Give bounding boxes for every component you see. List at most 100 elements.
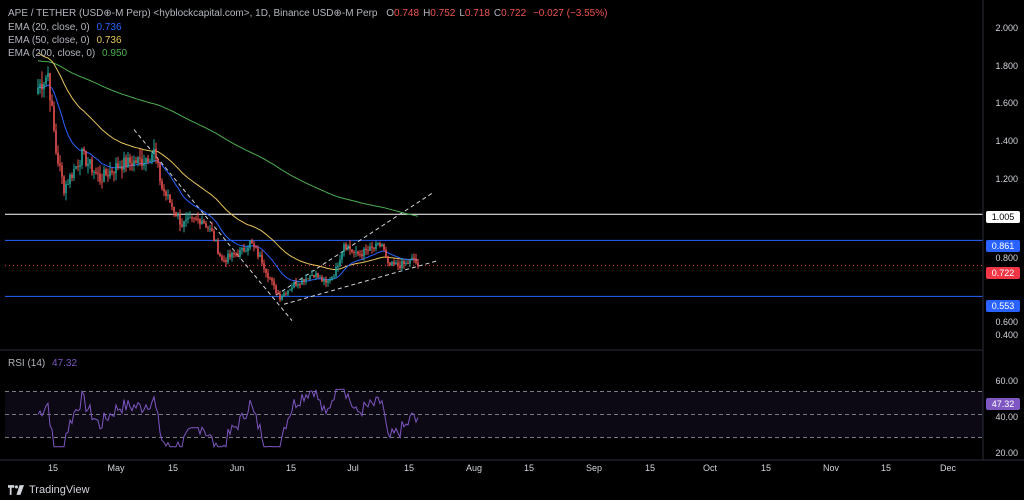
candle-up	[369, 242, 371, 252]
candle-body	[141, 158, 143, 166]
candle-up	[87, 156, 89, 174]
rsi-band	[5, 391, 983, 438]
candle-body	[355, 251, 357, 253]
candle-body	[397, 262, 399, 266]
candle-body	[323, 279, 325, 282]
candle-down	[195, 215, 197, 222]
candle-down	[203, 218, 205, 225]
candle-body	[351, 249, 353, 252]
candle-body	[267, 272, 269, 278]
candle-body	[95, 171, 97, 173]
candle-up	[411, 254, 413, 261]
candle-body	[271, 278, 273, 282]
candle-up	[103, 165, 105, 183]
candle-up	[315, 270, 317, 280]
candle-down	[95, 167, 97, 175]
candle-body	[291, 287, 293, 290]
candle-body	[293, 282, 295, 288]
candle-body	[339, 259, 341, 267]
candle-up	[123, 151, 125, 173]
candle-up	[249, 240, 251, 251]
candle-up	[331, 276, 333, 281]
tradingview-brand[interactable]: TradingView	[8, 484, 90, 496]
candle-up	[189, 210, 191, 219]
candle-up	[185, 212, 187, 227]
candle-up	[335, 262, 337, 279]
time-tick: Sep	[585, 463, 603, 473]
candle-down	[199, 218, 201, 230]
candle-down	[105, 167, 107, 177]
candle-down	[129, 153, 131, 171]
candle-body	[185, 219, 187, 221]
candle-down	[219, 252, 221, 257]
ohlc-key: C	[493, 8, 502, 19]
candle-up	[45, 75, 47, 87]
candle-body	[167, 194, 169, 196]
candle-up	[133, 155, 135, 172]
candle-body	[269, 277, 271, 279]
candle-body	[377, 243, 379, 245]
candle-down	[373, 247, 375, 252]
candle-up	[67, 179, 69, 185]
candle-down	[303, 278, 305, 286]
candle-up	[167, 189, 169, 200]
time-tick: 15	[760, 463, 772, 473]
candle-down	[53, 101, 55, 133]
candle-body	[151, 154, 153, 162]
level-tag-0861: 0.861	[986, 240, 1020, 252]
ema50-legend: EMA (50, close, 0) 0.736	[8, 35, 122, 46]
candle-body	[401, 260, 403, 269]
candle-up	[319, 274, 321, 279]
candle-body	[255, 247, 257, 249]
ema20-value: 0.736	[96, 22, 122, 33]
candle-up	[377, 242, 379, 246]
candle-down	[97, 167, 99, 182]
candle-down	[253, 240, 255, 252]
candle-down	[359, 250, 361, 258]
candle-body	[349, 245, 351, 250]
candle-body	[191, 217, 193, 219]
candle-body	[373, 247, 375, 249]
candle-down	[345, 242, 347, 252]
candle-down	[191, 215, 193, 223]
candle-up	[241, 246, 243, 255]
candle-body	[359, 254, 361, 256]
candle-body	[381, 244, 383, 247]
candle-body	[143, 162, 145, 166]
candle-down	[179, 209, 181, 232]
candle-body	[99, 173, 101, 182]
candle-body	[221, 256, 223, 260]
candle-body	[85, 150, 87, 166]
candle-up	[69, 173, 71, 189]
last-price-tag: 0.722	[986, 267, 1020, 279]
ema50-line	[37, 52, 419, 271]
candle-up	[405, 260, 407, 266]
candle-up	[327, 278, 329, 287]
candle-up	[187, 212, 189, 224]
candle-down	[285, 291, 287, 296]
candle-body	[55, 130, 57, 153]
candle-up	[119, 160, 121, 169]
price-tick: 1.800	[995, 61, 1018, 71]
candle-down	[139, 148, 141, 166]
rsi-value: 47.32	[52, 358, 78, 369]
candle-down	[265, 268, 267, 278]
candle-up	[227, 249, 229, 265]
brand-label: TradingView	[29, 484, 90, 496]
candle-body	[49, 73, 51, 101]
candle-down	[261, 250, 263, 266]
level-tag-1005: 1.005	[986, 211, 1020, 223]
candle-up	[381, 243, 383, 248]
candle-body	[365, 248, 367, 251]
candle-up	[375, 240, 377, 252]
candle-down	[161, 178, 163, 191]
candle-down	[77, 159, 79, 172]
candle-up	[79, 160, 81, 176]
candle-down	[157, 157, 159, 168]
candle-body	[163, 188, 165, 192]
time-tick: Nov	[822, 463, 840, 473]
candle-up	[201, 215, 203, 225]
candle-down	[99, 165, 101, 185]
candle-body	[155, 148, 157, 159]
